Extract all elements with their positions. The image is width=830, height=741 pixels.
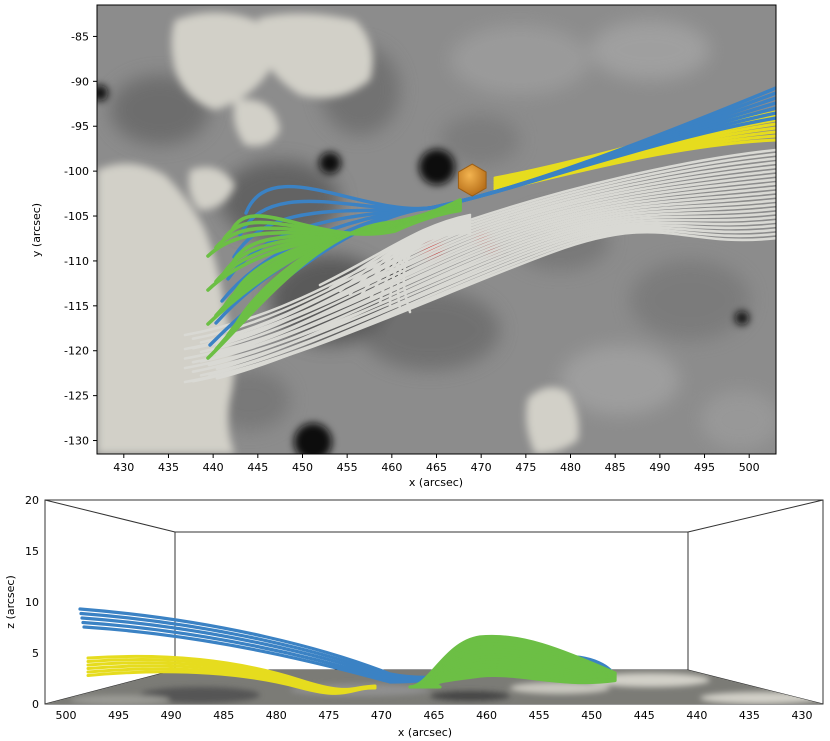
x-tick-label-side: 435 [739, 709, 760, 722]
x-tick-label: 445 [247, 461, 268, 474]
x-tick-label: 470 [471, 461, 492, 474]
y-tick-label: -90 [71, 75, 89, 88]
yellow-field-line [86, 670, 377, 695]
x-tick-label: 490 [649, 461, 670, 474]
y-tick-label: -95 [71, 120, 89, 133]
x-tick-label-side: 455 [529, 709, 550, 722]
grey-field-line [183, 211, 776, 370]
x-tick-label: 465 [426, 461, 447, 474]
x-tick-label: 435 [158, 461, 179, 474]
x-tick-label-side: 485 [213, 709, 234, 722]
x-tick-label-side: 495 [108, 709, 129, 722]
y-tick-label: -110 [64, 255, 89, 268]
x-tick-label-side: 470 [371, 709, 392, 722]
z-tick-label: 15 [25, 545, 39, 558]
x-tick-label: 440 [203, 461, 224, 474]
grey-field-line [338, 217, 472, 293]
x-tick-label: 485 [605, 461, 626, 474]
x-tick-label-side: 500 [56, 709, 77, 722]
y-tick-label: -100 [64, 165, 89, 178]
grey-field-line [328, 215, 472, 290]
magnetogram-image [97, 5, 776, 454]
grey-field-lines [183, 148, 776, 384]
grey-field-line [199, 199, 776, 363]
green-field-line [230, 208, 462, 236]
grey-field-line [191, 173, 776, 350]
x-tick-label-side: 450 [581, 709, 602, 722]
y-tick-label: -120 [64, 345, 89, 358]
x-tick-label-side: 430 [791, 709, 812, 722]
x-tick-label: 430 [113, 461, 134, 474]
top-view-panel: -85 -90 -95 -100 -105 -110 -115 -120 -125 -130 43… [30, 4, 777, 489]
blue-field-line [244, 116, 776, 215]
orange-sphere-marker [457, 163, 487, 197]
grey-field-line [183, 190, 776, 360]
grey-field-line [191, 230, 776, 383]
grey-field-line [396, 229, 472, 311]
y-axis-ticks: -85 -90 -95 -100 -105 -110 -115 -120 -125 -130 [64, 30, 97, 448]
x-axis-label: x (arcsec) [409, 476, 463, 489]
y-tick-label: -105 [64, 210, 89, 223]
green-field-lines-side [408, 634, 617, 689]
y-tick-label: -130 [64, 435, 89, 448]
x-tick-label-side: 490 [161, 709, 182, 722]
y-tick-label: -85 [71, 30, 89, 43]
x-tick-label: 450 [292, 461, 313, 474]
x-tick-label: 460 [381, 461, 402, 474]
x-tick-label-side: 440 [686, 709, 707, 722]
green-field-line [435, 673, 617, 689]
z-axis-label: z (arcsec) [4, 575, 17, 628]
x-tick-label-side: 465 [424, 709, 445, 722]
y-tick-label: -125 [64, 390, 89, 403]
z-tick-label: 10 [25, 596, 39, 609]
grey-field-line [368, 223, 472, 302]
z-tick-label: 20 [25, 494, 39, 507]
z-axis-ticks: 0 5 10 15 20 [25, 494, 39, 711]
grey-field-line [207, 161, 776, 343]
side-view-panel: 0 5 10 15 20 500 495 490 485 480 475 470 465 460 455 4… [4, 494, 824, 739]
x-tick-label-side: 445 [634, 709, 655, 722]
y-tick-label: -115 [64, 300, 89, 313]
x-tick-label: 480 [560, 461, 581, 474]
x-axis-ticks-side: 500 495 490 485 480 475 470 465 460 455 450 445 440 4… [56, 709, 813, 722]
x-axis-label-side: x (arcsec) [398, 726, 452, 739]
yellow-field-lines-side [86, 654, 377, 695]
x-tick-label: 475 [515, 461, 536, 474]
x-tick-label-side: 480 [266, 709, 287, 722]
grey-field-line [318, 213, 472, 287]
x-tick-label-side: 460 [476, 709, 497, 722]
grey-field-line [358, 221, 472, 299]
x-axis-ticks: 430 435 440 445 450 455 460 465 470 475 480 485 490 4… [113, 454, 760, 474]
green-field-lines [206, 198, 462, 360]
x-tick-label: 500 [739, 461, 760, 474]
x-tick-label: 455 [337, 461, 358, 474]
grey-field-line [348, 219, 472, 296]
x-tick-label-side: 475 [318, 709, 339, 722]
grey-field-line [402, 231, 472, 314]
z-tick-label: 0 [32, 698, 39, 711]
grey-field-line [191, 152, 776, 340]
z-tick-label: 5 [32, 647, 39, 660]
y-axis-label: y (arcsec) [30, 203, 43, 257]
x-tick-label: 495 [694, 461, 715, 474]
grey-field-line [199, 178, 776, 354]
grey-field-line [207, 224, 776, 376]
grey-field-line [388, 227, 472, 308]
grey-field-line [378, 225, 472, 305]
grey-field-line [191, 215, 776, 373]
